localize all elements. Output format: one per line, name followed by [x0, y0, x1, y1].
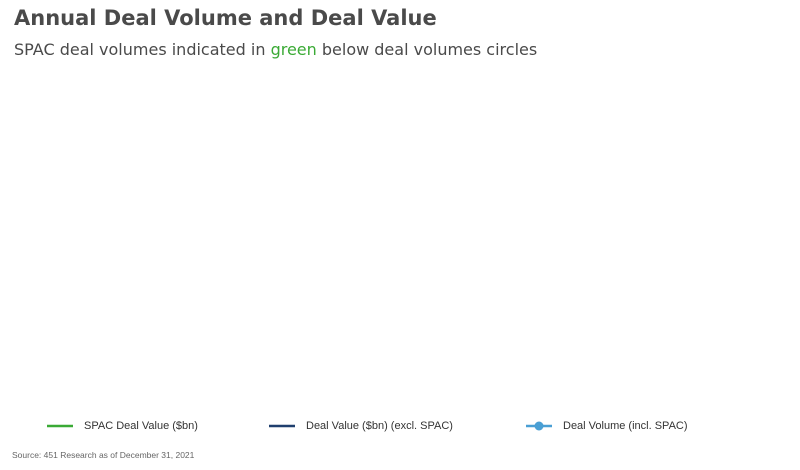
subtitle-highlight-green: green: [270, 40, 317, 59]
chart-subtitle: SPAC deal volumes indicated in green bel…: [14, 40, 537, 59]
legend-dot-icon: [534, 421, 544, 431]
source-note: Source: 451 Research as of December 31, …: [12, 450, 195, 460]
subtitle-text-before: SPAC deal volumes indicated in: [14, 40, 271, 59]
legend-label: Deal Volume (incl. SPAC): [563, 420, 688, 432]
legend-item-spac-deal-value[interactable]: SPAC Deal Value ($bn): [47, 416, 198, 436]
legend-label: Deal Value ($bn) (excl. SPAC): [306, 420, 453, 432]
legend-item-deal-volume[interactable]: Deal Volume (incl. SPAC): [526, 416, 688, 436]
legend: SPAC Deal Value ($bn) Deal Value ($bn) (…: [0, 416, 800, 436]
plot-area: [14, 72, 786, 402]
legend-line-swatch: [269, 424, 295, 428]
legend-label: SPAC Deal Value ($bn): [84, 420, 198, 432]
legend-line-swatch: [47, 424, 73, 428]
subtitle-text-after: below deal volumes circles: [316, 40, 538, 59]
legend-line-dot-swatch: [526, 421, 552, 431]
legend-item-deal-value[interactable]: Deal Value ($bn) (excl. SPAC): [269, 416, 453, 436]
chart-title: Annual Deal Volume and Deal Value: [14, 6, 437, 30]
